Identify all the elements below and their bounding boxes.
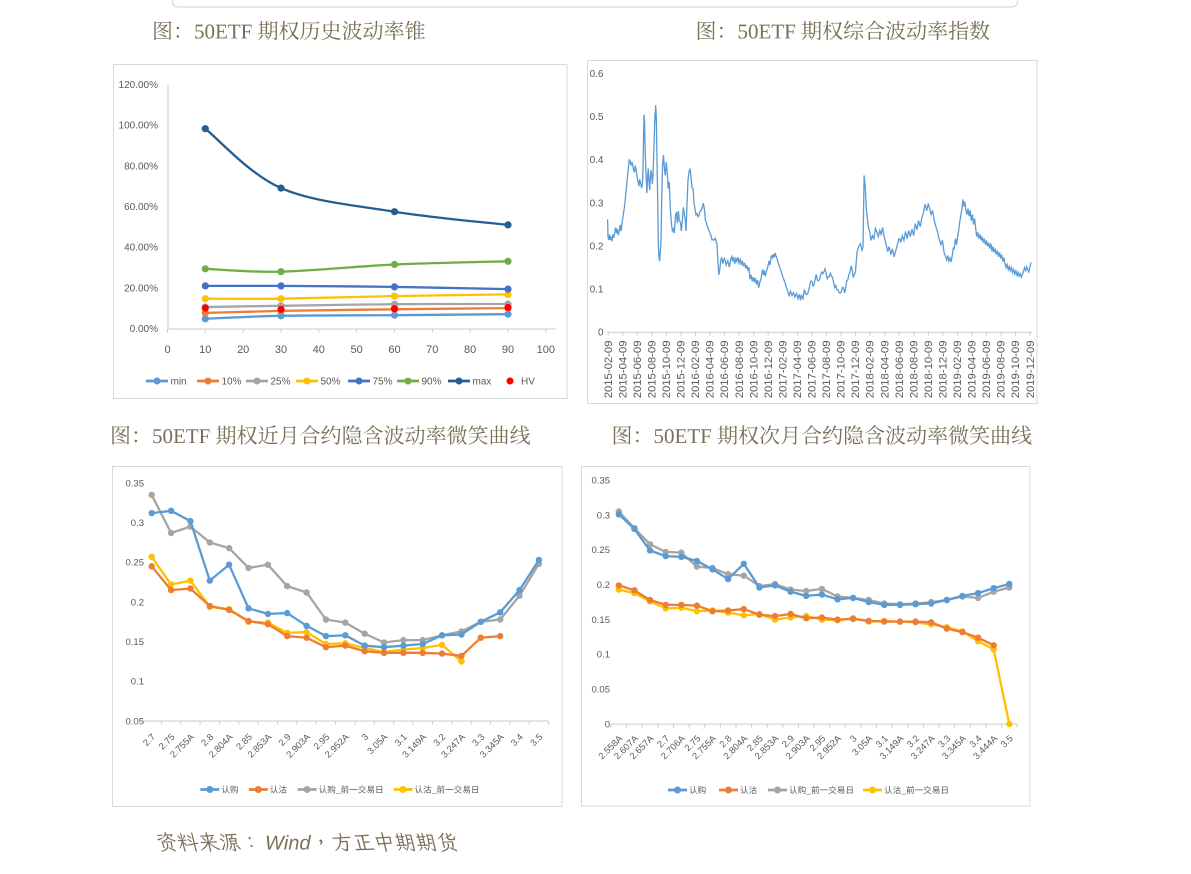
svg-text:2017-08-09: 2017-08-09 <box>821 341 833 399</box>
svg-text:2015-12-09: 2015-12-09 <box>676 341 688 399</box>
svg-text:0.15: 0.15 <box>592 615 611 626</box>
svg-text:2016-04-09: 2016-04-09 <box>705 341 717 399</box>
svg-text:40.00%: 40.00% <box>124 243 158 254</box>
svg-text:10%: 10% <box>222 377 242 388</box>
svg-text:90: 90 <box>502 344 514 356</box>
svg-text:80.00%: 80.00% <box>124 161 158 172</box>
svg-text:10: 10 <box>199 344 211 356</box>
svg-text:50%: 50% <box>321 377 341 388</box>
svg-text:2019-08-09: 2019-08-09 <box>996 340 1008 398</box>
svg-text:0.3: 0.3 <box>590 198 604 209</box>
svg-text:0.1: 0.1 <box>597 650 610 661</box>
svg-text:2015-02-09: 2015-02-09 <box>603 341 615 399</box>
svg-text:2017-06-09: 2017-06-09 <box>807 341 819 399</box>
svg-text:0.4: 0.4 <box>590 155 604 166</box>
svg-text:2019-10-09: 2019-10-09 <box>1010 340 1022 398</box>
svg-text:0.35: 0.35 <box>592 476 611 487</box>
svg-text:20: 20 <box>237 344 249 356</box>
svg-text:0.2: 0.2 <box>590 241 604 252</box>
svg-text:2018-12-09: 2018-12-09 <box>938 341 950 399</box>
svg-text:80: 80 <box>464 344 476 356</box>
svg-text:70: 70 <box>426 344 438 356</box>
svg-text:0.15: 0.15 <box>126 637 145 648</box>
svg-text:2016-08-09: 2016-08-09 <box>734 341 746 399</box>
svg-text:2018-08-09: 2018-08-09 <box>908 341 920 399</box>
svg-text:100: 100 <box>537 344 555 356</box>
svg-text:2018-06-09: 2018-06-09 <box>894 341 906 399</box>
svg-text:0.25: 0.25 <box>592 545 611 556</box>
svg-text:0: 0 <box>605 719 610 730</box>
svg-text:2016-06-09: 2016-06-09 <box>719 341 731 399</box>
svg-text:60: 60 <box>388 344 400 356</box>
svg-text:0.5: 0.5 <box>590 112 604 123</box>
svg-text:max: max <box>473 377 492 388</box>
svg-text:min: min <box>171 377 187 388</box>
svg-text:2019-06-09: 2019-06-09 <box>981 341 993 399</box>
svg-text:2017-02-09: 2017-02-09 <box>777 341 789 399</box>
svg-text:2019-12-09: 2019-12-09 <box>1025 341 1037 399</box>
svg-text:0.00%: 0.00% <box>130 324 158 335</box>
svg-text:0: 0 <box>598 328 604 339</box>
svg-text:50: 50 <box>350 344 362 356</box>
svg-text:2018-02-09: 2018-02-09 <box>865 341 877 399</box>
svg-text:2016-10-09: 2016-10-09 <box>748 341 760 399</box>
svg-text:0.05: 0.05 <box>126 716 145 727</box>
svg-text:25%: 25% <box>271 377 291 388</box>
svg-text:0.2: 0.2 <box>131 597 144 608</box>
svg-text:0.6: 0.6 <box>590 69 604 80</box>
svg-text:2018-10-09: 2018-10-09 <box>923 341 935 399</box>
svg-text:20.00%: 20.00% <box>124 283 158 294</box>
svg-text:2017-12-09: 2017-12-09 <box>850 341 862 399</box>
svg-text:2019-04-09: 2019-04-09 <box>967 341 979 399</box>
svg-text:0.1: 0.1 <box>590 284 604 295</box>
svg-text:2015-10-09: 2015-10-09 <box>661 341 673 399</box>
svg-text:0.05: 0.05 <box>592 685 611 696</box>
svg-text:90%: 90% <box>422 377 442 388</box>
svg-text:75%: 75% <box>373 377 393 388</box>
svg-text:2018-04-09: 2018-04-09 <box>879 341 891 399</box>
svg-text:2017-10-09: 2017-10-09 <box>836 341 848 399</box>
svg-text:60.00%: 60.00% <box>124 202 158 213</box>
svg-text:0.1: 0.1 <box>131 677 144 688</box>
svg-text:2019-02-09: 2019-02-09 <box>952 341 964 399</box>
svg-text:2016-02-09: 2016-02-09 <box>690 341 702 399</box>
svg-text:0.3: 0.3 <box>131 518 144 529</box>
svg-text:0: 0 <box>164 344 170 356</box>
svg-text:2015-04-09: 2015-04-09 <box>617 341 629 399</box>
svg-text:3: 3 <box>848 733 859 744</box>
svg-text:HV: HV <box>521 377 535 388</box>
svg-text:2017-04-09: 2017-04-09 <box>792 341 804 399</box>
svg-text:100.00%: 100.00% <box>119 121 159 132</box>
svg-text:0.2: 0.2 <box>597 580 610 591</box>
svg-text:2015-08-09: 2015-08-09 <box>647 341 659 399</box>
svg-text:0.3: 0.3 <box>597 510 610 521</box>
svg-text:0.35: 0.35 <box>126 478 145 489</box>
svg-text:30: 30 <box>275 344 287 356</box>
svg-text:0.25: 0.25 <box>126 558 145 569</box>
svg-text:3: 3 <box>360 732 371 743</box>
svg-text:40: 40 <box>313 344 325 356</box>
svg-text:2015-06-09: 2015-06-09 <box>632 341 644 399</box>
svg-text:2016-12-09: 2016-12-09 <box>763 341 775 399</box>
svg-text:120.00%: 120.00% <box>119 80 159 91</box>
